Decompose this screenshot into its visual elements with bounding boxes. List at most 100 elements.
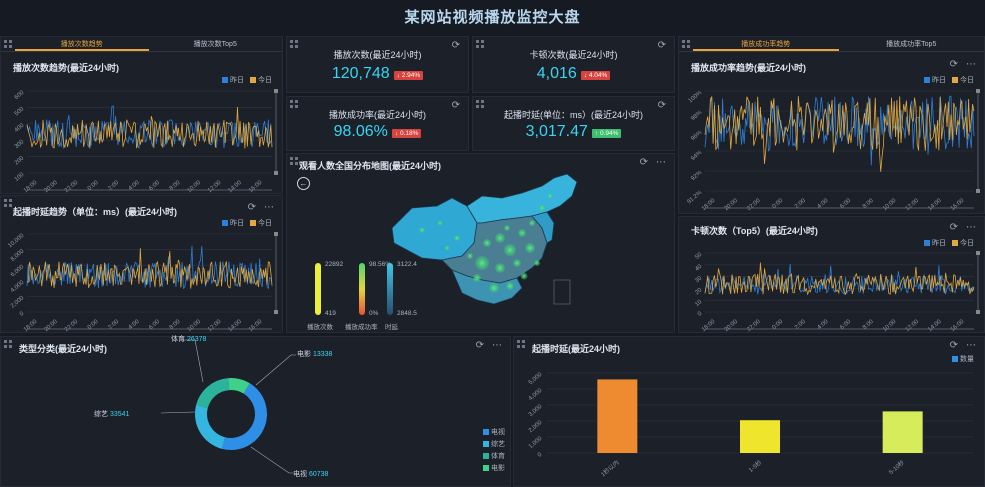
x-tick-label: 1秒以内 <box>599 458 620 478</box>
refresh-icon[interactable]: ⟳ <box>451 40 460 51</box>
x-tick-label: 16:00 <box>950 319 966 334</box>
series-line-today <box>704 262 975 296</box>
y-tick-label: 400 <box>14 122 26 133</box>
x-tick-label: 5-10秒 <box>887 458 906 476</box>
pie-label-sports: 体育 26378 <box>171 336 207 343</box>
y-tick-label: 2,000 <box>10 295 26 310</box>
change-badge: ↓ 2.94% <box>393 71 424 81</box>
x-tick-label: 18:00 <box>23 319 39 334</box>
refresh-icon[interactable]: ⟳ <box>639 157 648 168</box>
y-tick-label: 8,000 <box>10 248 26 263</box>
more-icon[interactable]: ⋯ <box>966 59 976 70</box>
thermo-max: 3122.4 <box>397 261 417 268</box>
y-tick-label: 96% <box>690 130 704 143</box>
map-heat-dots <box>419 193 553 293</box>
more-icon[interactable]: ⋯ <box>264 202 274 213</box>
x-tick-label: 18:00 <box>23 180 39 195</box>
map-region-west <box>391 197 478 261</box>
zoom-handle <box>274 171 278 175</box>
more-icon[interactable]: ⋯ <box>492 340 502 351</box>
thermo-min: 0% <box>369 310 379 317</box>
drag-handle-icon[interactable] <box>4 40 12 48</box>
y-tick-label: 300 <box>14 139 26 150</box>
zoom-handle <box>976 189 980 193</box>
y-tick-label: 10,000 <box>7 233 25 250</box>
drag-handle-icon[interactable] <box>476 100 484 108</box>
drag-handle-icon[interactable] <box>682 40 690 48</box>
drag-handle-icon[interactable] <box>290 100 298 108</box>
x-tick-label: 22:00 <box>64 180 80 195</box>
refresh-icon[interactable]: ⟳ <box>949 59 958 70</box>
refresh-icon[interactable]: ⟳ <box>247 202 256 213</box>
panel-title: 起播时延(最近24小时) <box>532 344 621 354</box>
tab-play-trend[interactable]: 播放次数趋势 <box>15 37 149 51</box>
bar <box>597 379 638 453</box>
legend-item[interactable]: 电影 <box>483 463 505 473</box>
legend-item[interactable]: 综艺 <box>483 439 505 449</box>
tab-play-top5[interactable]: 播放次数Top5 <box>193 41 237 48</box>
y-tick-label: 5,000 <box>528 372 544 387</box>
more-icon[interactable]: ⋯ <box>966 222 976 233</box>
back-button[interactable]: ← <box>297 177 310 190</box>
refresh-icon[interactable]: ⟳ <box>949 340 958 351</box>
y-tick-label: 4,000 <box>528 388 544 403</box>
map-region-north <box>466 173 578 224</box>
legend: 数量 <box>952 354 974 364</box>
drag-handle-icon[interactable] <box>517 340 525 348</box>
refresh-icon[interactable]: ⟳ <box>657 40 666 51</box>
leader-line <box>160 411 196 414</box>
y-tick-label: 3,000 <box>528 404 544 419</box>
y-tick-label: 2,000 <box>528 420 544 435</box>
x-tick-label: 16:00 <box>248 180 264 195</box>
map-panel: 观看人数全国分布地图(最近24小时) ⟳ ⋯ ← 22892 419 播放次数 <box>286 153 675 333</box>
y-tick-label: 94% <box>690 150 704 163</box>
legend-item[interactable]: 体育 <box>483 451 505 461</box>
zoom-handle <box>274 232 278 236</box>
drag-handle-icon[interactable] <box>4 340 12 348</box>
more-icon[interactable]: ⋯ <box>966 340 976 351</box>
x-tick-label: 22:00 <box>746 198 762 213</box>
legend: 昨日 今日 <box>924 75 974 85</box>
zoom-handle <box>976 251 980 255</box>
drag-handle-icon[interactable] <box>290 157 298 165</box>
tab-success-trend[interactable]: 播放成功率趋势 <box>693 37 839 51</box>
tab-success-top5[interactable]: 播放成功率Top5 <box>886 41 937 48</box>
x-tick-label: 12:00 <box>905 198 921 213</box>
thermo-name: 时延 <box>385 324 398 331</box>
x-tick-label: 10:00 <box>187 180 203 195</box>
thermo-play-count <box>315 263 321 315</box>
kpi-start-delay: ⟳ 起播时延(单位：ms）(最近24小时) 3,017.47 ↑ 0.94% <box>472 96 675 151</box>
kpi-value: 4,016 <box>536 65 577 82</box>
more-icon[interactable]: ⋯ <box>656 157 666 168</box>
drag-handle-icon[interactable] <box>476 40 484 48</box>
legend-item[interactable]: 电视 <box>483 427 505 437</box>
panel-title: 观看人数全国分布地图(最近24小时) <box>299 161 442 171</box>
x-tick-label: 22:00 <box>64 319 80 334</box>
drag-handle-icon[interactable] <box>290 40 298 48</box>
delay-trend-panel: 起播时延趋势（单位：ms）(最近24小时) ⟳ ⋯ 昨日 今日 10,000 8,0… <box>0 195 283 333</box>
drag-handle-icon[interactable] <box>4 199 12 207</box>
y-tick-label: 91.2% <box>686 190 703 206</box>
category-legend: 电视 综艺 体育 电影 <box>483 427 505 475</box>
thermo-min: 419 <box>325 310 336 317</box>
success-trend-panel: 播放成功率趋势 播放成功率Top5 播放成功率趋势(最近24小时) ⟳ ⋯ 昨日 … <box>678 36 985 214</box>
leader-line <box>255 354 296 386</box>
refresh-icon[interactable]: ⟳ <box>657 100 666 111</box>
y-tick-label: 92% <box>690 170 704 183</box>
success-trend-tabs: 播放成功率趋势 播放成功率Top5 <box>679 37 984 52</box>
zoom-handle <box>976 310 980 314</box>
x-tick-label: 14:00 <box>927 198 943 213</box>
x-tick-label: 20:00 <box>43 319 59 334</box>
y-tick-label: 20 <box>694 287 703 296</box>
y-tick-label: 0 <box>537 452 544 459</box>
refresh-icon[interactable]: ⟳ <box>451 100 460 111</box>
page-title: 某网站视频播放监控大盘 <box>404 9 581 26</box>
refresh-icon[interactable]: ⟳ <box>475 340 484 351</box>
kpi-label: 卡顿次数(最近24小时) <box>529 50 618 60</box>
x-tick-label: 20:00 <box>43 180 59 195</box>
panel-title: 播放次数趋势(最近24小时) <box>13 63 120 73</box>
x-tick-label: 10:00 <box>882 198 898 213</box>
leader-line <box>250 446 293 474</box>
refresh-icon[interactable]: ⟳ <box>949 222 958 233</box>
